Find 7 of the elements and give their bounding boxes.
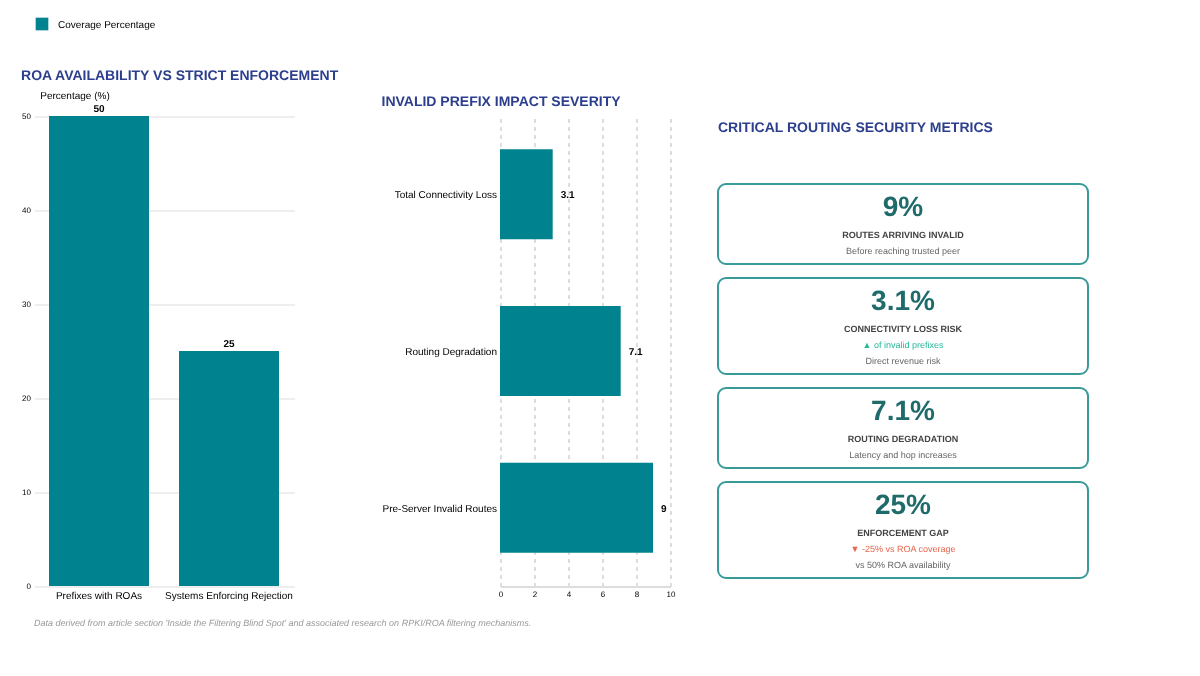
text: 25% [874, 488, 933, 520]
text: 9% [882, 190, 925, 222]
text: 3.1% [871, 284, 936, 316]
bar [500, 306, 621, 396]
bar [500, 149, 553, 240]
text: 7.1% [871, 394, 936, 426]
bar [500, 462, 653, 553]
